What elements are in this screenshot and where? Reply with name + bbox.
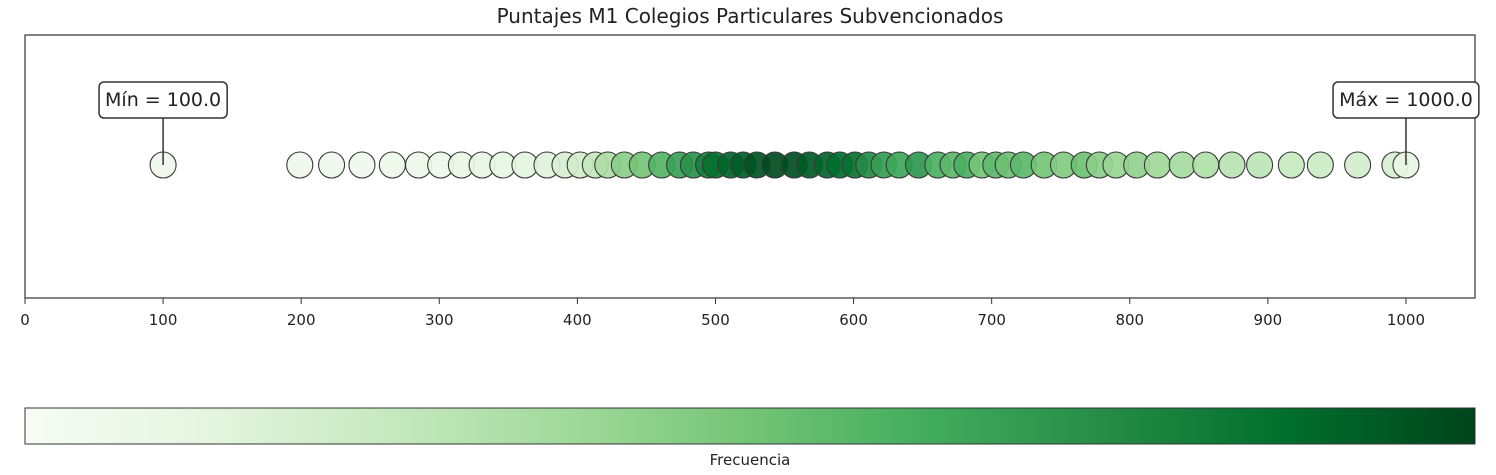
data-point <box>1143 151 1171 179</box>
data-point <box>1246 151 1274 179</box>
x-tick-label: 800 <box>1115 311 1144 329</box>
data-point <box>378 151 406 179</box>
chart-title: Puntajes M1 Colegios Particulares Subven… <box>497 4 1004 28</box>
x-tick-label: 100 <box>149 311 178 329</box>
annotation-box <box>1332 81 1480 119</box>
x-tick-label: 400 <box>563 311 592 329</box>
x-tick-label: 1000 <box>1387 311 1425 329</box>
x-tick-label: 700 <box>977 311 1006 329</box>
data-points <box>149 151 1420 179</box>
data-point <box>1192 151 1220 179</box>
data-point <box>1344 151 1372 179</box>
data-point <box>1277 151 1305 179</box>
data-point <box>1306 151 1334 179</box>
x-tick-label: 900 <box>1254 311 1283 329</box>
x-tick-label: 0 <box>20 311 30 329</box>
data-point <box>286 151 314 179</box>
x-tick-label: 600 <box>839 311 868 329</box>
colorbar <box>24 407 1476 445</box>
annotation-box <box>98 81 228 119</box>
data-point <box>318 151 346 179</box>
x-tick-label: 500 <box>701 311 730 329</box>
x-tick-label: 300 <box>425 311 454 329</box>
x-axis: 0 100 200 300 400 500 600 700 800 900 1000 <box>20 298 1425 329</box>
x-tick-label: 200 <box>287 311 316 329</box>
data-point <box>348 151 376 179</box>
colorbar-label: Frecuencia <box>710 451 791 469</box>
data-point <box>1218 151 1246 179</box>
data-point <box>1168 151 1196 179</box>
max-annotation-label: Máx = 1000.0 <box>1339 89 1473 111</box>
min-annotation-label: Mín = 100.0 <box>105 89 221 111</box>
annotations: Mín = 100.0 Máx = 1000.0 <box>98 81 1480 165</box>
